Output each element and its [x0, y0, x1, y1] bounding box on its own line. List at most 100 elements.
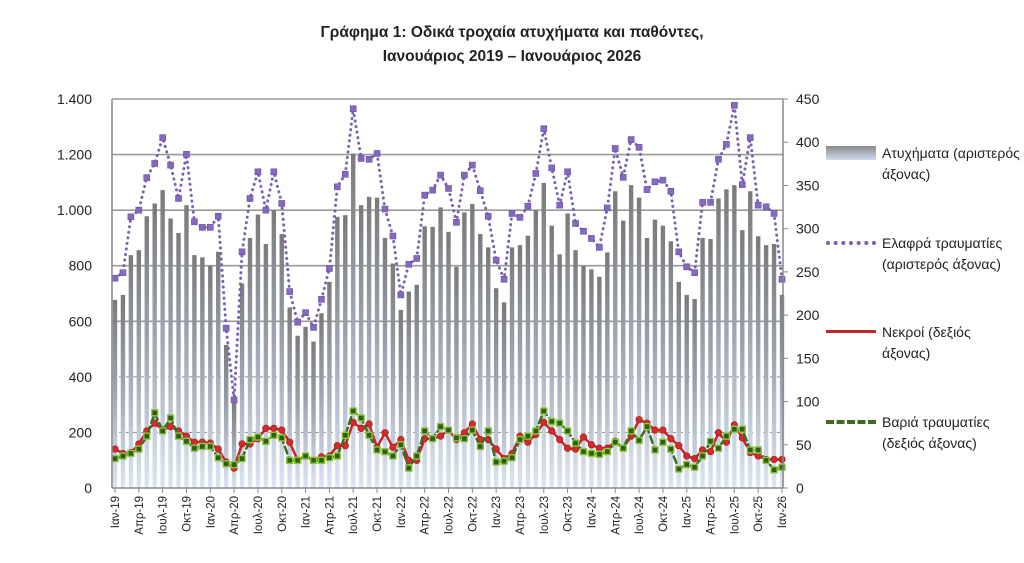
x-axis-tick-label: Ιαν-25 [682, 496, 694, 528]
legend-swatch-red [826, 330, 876, 333]
point-serious-injuries [659, 438, 667, 446]
right-axis-tick-label: 150 [796, 350, 820, 366]
x-axis-tick-label: Απρ-21 [324, 496, 336, 535]
bar-accidents [462, 212, 467, 488]
point-deaths [659, 426, 667, 434]
x-axis-tick-label: Ιουλ-20 [253, 496, 265, 534]
chart-title-line2: Ιανουάριος 2019 – Ιανουάριος 2026 [382, 48, 642, 65]
point-deaths [468, 420, 476, 428]
point-light-injuries [413, 255, 421, 262]
bar-accidents [366, 196, 372, 488]
bar-accidents [716, 198, 721, 489]
point-light-injuries [135, 206, 143, 214]
point-light-injuries [373, 150, 381, 157]
point-light-injuries [540, 125, 548, 133]
point-deaths [714, 429, 723, 437]
point-serious-injuries [214, 454, 222, 462]
left-axis-tick-label: 1.200 [57, 147, 92, 163]
point-serious-injuries [151, 409, 159, 417]
point-light-injuries [643, 186, 651, 193]
point-deaths [556, 435, 564, 444]
point-light-injuries [484, 212, 492, 220]
bar-accidents [327, 281, 332, 488]
point-deaths [278, 426, 286, 434]
x-axis-tick-label: Ιαν-22 [396, 496, 408, 528]
point-serious-injuries [389, 452, 397, 460]
point-serious-injuries [166, 414, 175, 422]
bar-accidents [263, 244, 269, 488]
point-light-injuries [246, 195, 254, 202]
point-deaths [436, 432, 445, 440]
point-serious-injuries [635, 436, 643, 445]
bar-accidents [390, 263, 396, 488]
bar-accidents [406, 291, 411, 488]
point-serious-injuries [238, 454, 246, 463]
point-serious-injuries [508, 454, 516, 462]
chart-title-line1: Γράφημα 1: Οδικά τροχαία ατυχήματα και π… [320, 24, 704, 41]
point-serious-injuries [436, 422, 445, 431]
point-light-injuries [341, 170, 349, 178]
point-light-injuries [310, 324, 317, 331]
bar-accidents [525, 235, 531, 488]
point-serious-injuries [190, 444, 199, 452]
point-serious-injuries [516, 435, 524, 444]
point-serious-injuries [143, 432, 151, 440]
point-serious-injuries [246, 435, 254, 444]
point-serious-injuries [762, 456, 770, 465]
point-serious-injuries [611, 438, 619, 446]
x-axis-tick-label: Οκτ-21 [372, 496, 384, 532]
point-light-injuries [127, 213, 135, 221]
point-serious-injuries [524, 432, 532, 440]
x-axis-tick-label: Οκτ-23 [563, 496, 575, 532]
point-light-injuries [651, 178, 659, 186]
point-light-injuries [294, 318, 301, 326]
x-axis-tick-label: Απρ-19 [134, 496, 146, 535]
bar-accidents [748, 191, 753, 488]
bar-accidents [319, 313, 324, 488]
point-deaths [691, 455, 699, 463]
point-deaths [270, 424, 278, 432]
point-serious-injuries [651, 446, 659, 454]
point-light-injuries [286, 288, 293, 295]
point-light-injuries [389, 232, 397, 240]
bar-accidents [136, 250, 142, 488]
bar-accidents [335, 216, 340, 488]
point-deaths [548, 427, 556, 435]
bar-accidents [549, 225, 554, 488]
x-axis-tick-label: Απρ-23 [515, 496, 527, 535]
x-axis-tick-label: Ιαν-24 [586, 495, 598, 528]
point-light-injuries [532, 170, 540, 177]
point-serious-injuries [730, 425, 739, 433]
x-axis-tick-label: Απρ-20 [229, 496, 241, 535]
point-serious-injuries [643, 422, 651, 431]
point-serious-injuries [571, 439, 580, 447]
bar-accidents [430, 226, 435, 489]
point-light-injuries [191, 218, 198, 226]
point-serious-injuries [270, 431, 278, 439]
point-serious-injuries [317, 456, 326, 465]
point-light-injuries [270, 168, 278, 176]
point-deaths [166, 423, 175, 431]
point-light-injuries [238, 248, 246, 256]
point-serious-injuries [746, 446, 754, 454]
point-serious-injuries [254, 433, 262, 441]
point-light-injuries [453, 219, 460, 226]
x-axis-tick-label: Ιαν-26 [777, 496, 789, 528]
point-serious-injuries [111, 454, 119, 463]
point-light-injuries [596, 244, 603, 251]
x-axis-tick-label: Οκτ-24 [658, 495, 670, 531]
bar-accidents [779, 294, 785, 488]
bar-accidents [692, 299, 697, 488]
bar-accidents [763, 245, 769, 488]
bar-accidents [708, 239, 713, 488]
point-serious-injuries [555, 419, 564, 427]
point-light-injuries [278, 200, 286, 207]
point-serious-injuries [563, 427, 572, 435]
point-light-injuries [421, 191, 428, 199]
bar-accidents [343, 215, 348, 488]
bar-accidents [486, 247, 491, 488]
x-axis-tick-label: Απρ-24 [610, 495, 622, 534]
point-deaths [635, 416, 643, 424]
point-serious-injuries [492, 458, 500, 466]
point-light-injuries [334, 183, 341, 191]
